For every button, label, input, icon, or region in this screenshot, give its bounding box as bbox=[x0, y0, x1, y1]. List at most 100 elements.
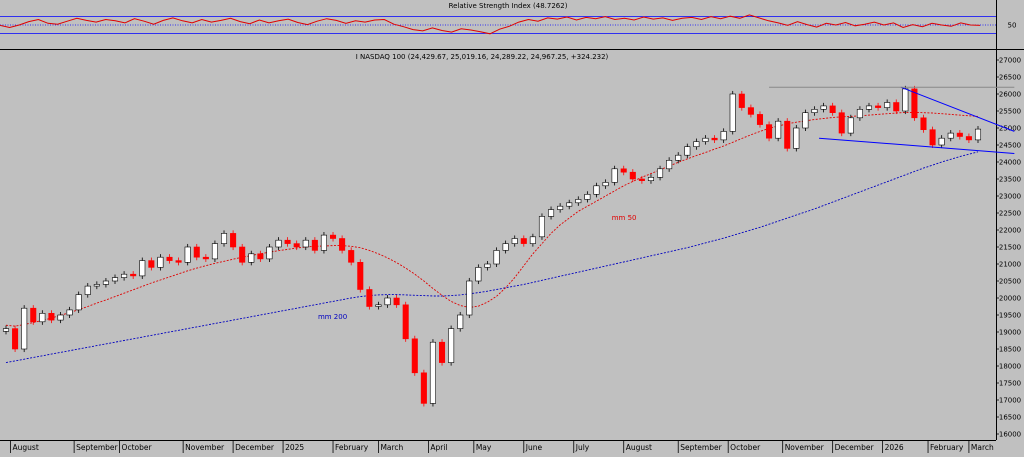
candle bbox=[829, 102, 836, 116]
price-tick-label: 17000 bbox=[999, 397, 1021, 405]
candle-body bbox=[838, 112, 845, 134]
candle-body bbox=[275, 239, 282, 248]
candle bbox=[629, 169, 636, 183]
candle bbox=[239, 243, 246, 266]
candle-body bbox=[448, 328, 455, 363]
candle-body bbox=[911, 88, 918, 119]
candle-body bbox=[175, 260, 182, 263]
candle bbox=[339, 235, 346, 254]
candle bbox=[647, 174, 654, 184]
candle bbox=[166, 254, 173, 264]
candle bbox=[802, 109, 809, 132]
candle bbox=[956, 130, 963, 140]
candle-body bbox=[784, 120, 791, 149]
candle-body bbox=[330, 234, 337, 239]
candle bbox=[157, 254, 164, 271]
candle-body bbox=[856, 109, 863, 119]
candle bbox=[330, 232, 337, 242]
candle bbox=[793, 124, 800, 152]
candle bbox=[720, 128, 727, 143]
price-tick-label: 24500 bbox=[999, 142, 1021, 150]
candle bbox=[311, 237, 318, 254]
time-axis-label: November bbox=[185, 443, 225, 452]
price-title: I NASDAQ 100 (24,429.67, 25,019.16, 24,2… bbox=[356, 53, 609, 61]
candle bbox=[847, 114, 854, 137]
trendline bbox=[818, 137, 1015, 154]
price-tick-label: 22000 bbox=[999, 227, 1021, 235]
candle-body bbox=[311, 239, 318, 251]
candle-body bbox=[965, 136, 972, 141]
time-axis-label: August bbox=[13, 443, 39, 452]
candle bbox=[702, 135, 709, 145]
candle bbox=[30, 305, 37, 325]
candle bbox=[856, 106, 863, 121]
time-axis-label: July bbox=[575, 443, 590, 452]
candle-body bbox=[439, 341, 446, 363]
candle bbox=[584, 191, 591, 203]
candle-body bbox=[647, 177, 654, 182]
rsi-reference-lines bbox=[0, 16, 996, 34]
candle-body bbox=[230, 233, 237, 248]
price-tick-label: 22500 bbox=[999, 210, 1021, 218]
candle-body bbox=[629, 171, 636, 180]
candle-body bbox=[775, 120, 782, 139]
time-axis-label: February bbox=[335, 443, 369, 452]
candle-body bbox=[666, 160, 673, 170]
rsi-tick-label: 50 bbox=[1008, 22, 1017, 30]
candle-body bbox=[702, 137, 709, 142]
candle bbox=[257, 250, 264, 262]
trendline bbox=[900, 86, 1015, 132]
candle-body bbox=[756, 114, 764, 125]
candle bbox=[248, 250, 255, 266]
candle bbox=[611, 165, 618, 186]
candle-body bbox=[548, 209, 555, 217]
candle bbox=[84, 283, 91, 298]
candle bbox=[638, 175, 645, 184]
time-axis-label: December bbox=[235, 443, 275, 452]
candle-body bbox=[766, 124, 773, 139]
time-axis-label: September bbox=[76, 443, 118, 452]
candle bbox=[230, 230, 237, 251]
candle bbox=[439, 339, 446, 366]
candle bbox=[402, 301, 409, 342]
candle-body bbox=[284, 239, 291, 244]
candle bbox=[493, 247, 500, 268]
mm50-line bbox=[5, 111, 979, 327]
candle-body bbox=[411, 338, 418, 374]
candle bbox=[620, 165, 627, 176]
candle-body bbox=[947, 132, 954, 139]
price-tick-label: 16500 bbox=[999, 414, 1021, 422]
candle-body bbox=[320, 234, 327, 251]
candle bbox=[965, 133, 972, 143]
candle-body bbox=[102, 280, 109, 285]
price-tick-label: 18000 bbox=[999, 363, 1021, 371]
candle bbox=[811, 106, 818, 116]
candle-body bbox=[747, 107, 754, 115]
candle-body bbox=[48, 312, 55, 321]
rsi-title: Relative Strength Index (48.7262) bbox=[449, 2, 568, 10]
price-tick-label: 18500 bbox=[999, 346, 1021, 354]
time-axis-label: 2025 bbox=[285, 443, 304, 452]
candle-body bbox=[956, 132, 963, 137]
candle-body bbox=[484, 263, 491, 268]
candle-body bbox=[538, 216, 545, 238]
candle bbox=[275, 237, 282, 251]
candle-body bbox=[457, 314, 464, 329]
candle bbox=[784, 118, 791, 152]
time-axis-label: September bbox=[680, 443, 722, 452]
candle bbox=[947, 130, 954, 142]
candle bbox=[220, 230, 228, 247]
candle bbox=[284, 237, 291, 247]
price-panel: I NASDAQ 100 (24,429.67, 25,019.16, 24,2… bbox=[0, 50, 1021, 453]
candle-body bbox=[602, 182, 609, 187]
candle bbox=[393, 294, 400, 308]
candle-body bbox=[657, 168, 664, 178]
candle-body bbox=[875, 105, 882, 108]
candle bbox=[75, 291, 82, 313]
candle-body bbox=[902, 88, 909, 112]
candle bbox=[411, 335, 418, 376]
candle-body bbox=[248, 253, 255, 263]
price-tick-label: 16000 bbox=[999, 431, 1021, 439]
candle-body bbox=[893, 102, 900, 112]
